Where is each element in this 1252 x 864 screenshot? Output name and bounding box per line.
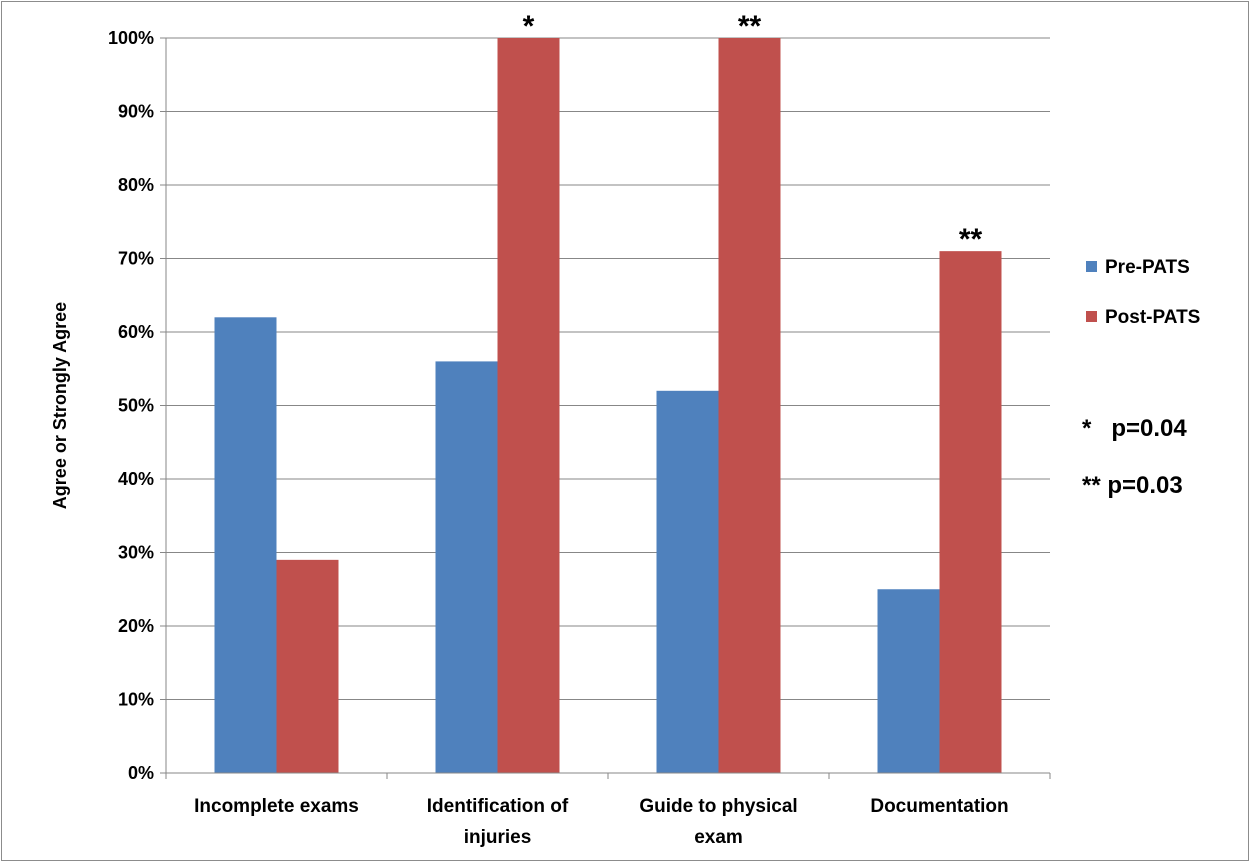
y-tick-label: 60% xyxy=(118,322,154,342)
p-value-note: ** p=0.03 xyxy=(1082,472,1183,499)
y-tick-label: 20% xyxy=(118,616,154,636)
x-category-label: Guide to physical xyxy=(639,796,797,817)
bar-pre-pats xyxy=(435,361,498,773)
bar-post-pats xyxy=(276,559,339,773)
bars: * **** xyxy=(214,10,1002,773)
x-category-label: Incomplete exams xyxy=(194,796,359,817)
legend-label-post-pats: Post-PATS xyxy=(1105,307,1200,328)
significance-notes: * p=0.04 ** p=0.03 xyxy=(1082,415,1187,499)
x-category-label: injuries xyxy=(464,827,532,848)
y-axis-label: Agree or Strongly Agree xyxy=(50,302,70,509)
y-tick-label: 50% xyxy=(118,396,154,416)
bar-post-pats xyxy=(939,251,1002,773)
p-value-note: * p=0.04 xyxy=(1082,415,1187,442)
y-tick-label: 40% xyxy=(118,469,154,489)
y-tick-label: 80% xyxy=(118,175,154,195)
axes: 0% 10% 20% 30% 40% 50% 60% 70% 80% 90% 100% Incompl… xyxy=(108,28,1051,848)
bar-post-pats xyxy=(718,38,781,773)
bar-pre-pats xyxy=(877,589,940,773)
x-category-label: Identification of xyxy=(427,796,569,817)
bar-pre-pats xyxy=(656,390,719,773)
x-category-label: Documentation xyxy=(870,796,1008,817)
significance-mark: ** xyxy=(959,223,983,256)
legend: Pre-PATS Post-PATS xyxy=(1086,257,1200,328)
significance-mark: ** xyxy=(738,10,762,43)
legend-swatch-post-pats xyxy=(1086,311,1097,322)
y-tick-label: 100% xyxy=(108,28,154,48)
bar-post-pats xyxy=(497,38,560,773)
y-tick-label: 30% xyxy=(118,543,154,563)
significance-mark: * xyxy=(523,10,535,43)
legend-label-pre-pats: Pre-PATS xyxy=(1105,257,1190,278)
y-tick-label: 90% xyxy=(118,102,154,122)
y-tick-label: 0% xyxy=(128,763,154,783)
x-category-label: exam xyxy=(694,827,743,848)
bar-pre-pats xyxy=(214,317,277,773)
y-tick-label: 10% xyxy=(118,690,154,710)
legend-swatch-pre-pats xyxy=(1086,261,1097,272)
y-tick-label: 70% xyxy=(118,249,154,269)
